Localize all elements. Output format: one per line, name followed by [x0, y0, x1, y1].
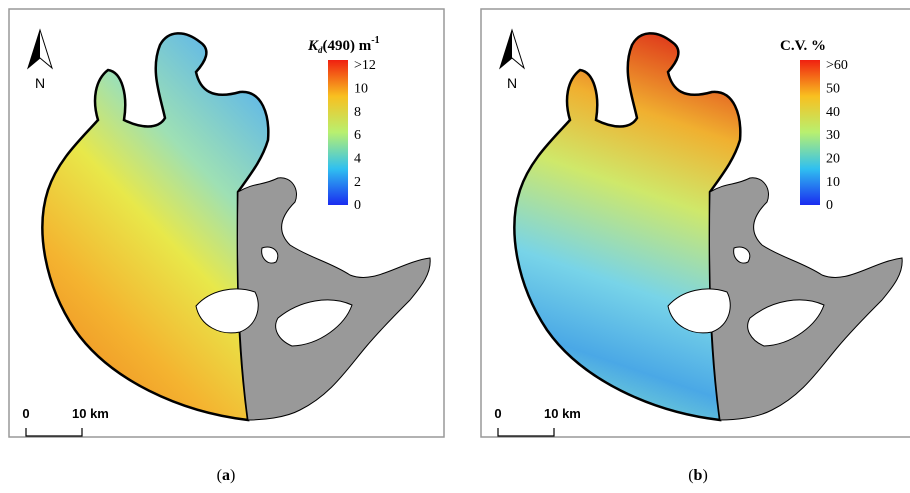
colorbar-tick-label: 10 — [354, 82, 368, 97]
scale-bar — [25, 428, 83, 437]
caption-part: ( — [688, 467, 693, 484]
panel-frame — [8, 8, 445, 438]
colorbar-tick-label: 8 — [354, 105, 361, 120]
map-panel: N C.V. %>60 50 40 30 20 10 0 0 10 km (b) — [480, 8, 910, 484]
scale-label: 10 km — [72, 406, 109, 421]
scale-bar — [497, 428, 555, 437]
colorbar-tick-label: 0 — [826, 198, 833, 213]
lake-map — [513, 32, 904, 422]
colorbar-tick-label: 2 — [354, 175, 361, 190]
colorbar-tick-label: 4 — [354, 152, 361, 167]
map-panel: N Kd(490) m-1 >12 10 8 6 4 2 0 0 10 km (a) — [8, 8, 445, 484]
caption-part: a — [222, 467, 230, 484]
colorbar-tick-label: 20 — [826, 152, 840, 167]
scale-label: 0 — [22, 406, 29, 421]
panel-caption: (b) — [688, 467, 708, 484]
north-arrow-half — [28, 30, 40, 68]
colorbar-tick-label: 30 — [826, 128, 840, 143]
north-label: N — [507, 75, 517, 91]
colorbar — [800, 60, 820, 205]
legend-title-part: (490) m — [323, 38, 372, 54]
colorbar-tick-label: 50 — [826, 82, 840, 97]
lake-map — [41, 32, 432, 422]
north-label: N — [35, 75, 45, 91]
panel-caption: (a) — [217, 467, 236, 484]
colorbar-tick-label: >60 — [826, 58, 848, 73]
legend-title-part: C.V. % — [780, 38, 826, 54]
colorbar-tick-label: 40 — [826, 105, 840, 120]
caption-part: b — [694, 467, 703, 484]
legend-title-part: -1 — [371, 35, 379, 46]
scale-label: 0 — [494, 406, 501, 421]
north-arrow-half — [500, 30, 512, 68]
legend-title: Kd(490) m-1 — [307, 35, 380, 55]
caption-part: ) — [230, 467, 235, 484]
colorbar — [328, 60, 348, 205]
legend-title-part: K — [307, 38, 319, 54]
colorbar-tick-label: 6 — [354, 128, 361, 143]
panel-frame — [480, 8, 910, 438]
colorbar-tick-label: >12 — [354, 58, 376, 73]
colorbar-tick-label: 10 — [826, 175, 840, 190]
colorbar-tick-label: 0 — [354, 198, 361, 213]
caption-part: ( — [217, 467, 222, 484]
legend-title: C.V. % — [780, 38, 826, 54]
legend-title-part: d — [318, 45, 323, 55]
caption-part: ) — [702, 467, 707, 484]
scale-label: 10 km — [544, 406, 581, 421]
